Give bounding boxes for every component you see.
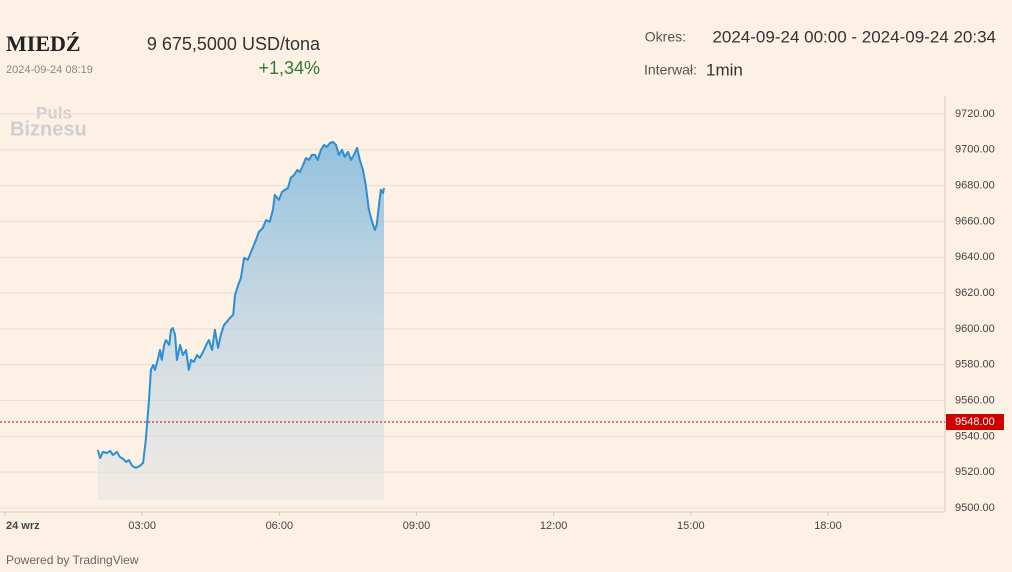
price-tag-label: 9548.00 bbox=[955, 416, 995, 428]
x-tick-label: 12:00 bbox=[540, 520, 568, 532]
x-tick-label: 24 wrz bbox=[6, 520, 40, 532]
y-tick-label: 9700.00 bbox=[955, 144, 995, 156]
y-tick-label: 9640.00 bbox=[955, 251, 995, 263]
y-tick-label: 9500.00 bbox=[955, 502, 995, 514]
y-tick-label: 9680.00 bbox=[955, 179, 995, 191]
area bbox=[97, 141, 385, 500]
line bbox=[96, 140, 385, 469]
x-tick-label: 18:00 bbox=[814, 520, 842, 532]
interval: 1min bbox=[706, 60, 743, 79]
x-tick-label: 03:00 bbox=[128, 520, 156, 532]
x-tick-label: 15:00 bbox=[677, 520, 705, 532]
y-tick-label: 9660.00 bbox=[955, 215, 995, 227]
instrument-name: MIEDŹ bbox=[6, 31, 81, 56]
logo-top: Puls bbox=[36, 103, 72, 122]
period-label: Okres: bbox=[645, 29, 686, 45]
price-tag bbox=[946, 414, 1004, 431]
interval-label: Interwał: bbox=[644, 62, 697, 78]
price: 9 675,5000 USD/tona bbox=[147, 34, 321, 54]
y-tick-label: 9580.00 bbox=[955, 359, 995, 371]
y-tick-label: 9600.00 bbox=[955, 323, 995, 335]
y-tick-label: 9620.00 bbox=[955, 287, 995, 299]
y-tick-label: 9540.00 bbox=[955, 430, 995, 442]
logo-bottom: Biznesu bbox=[10, 118, 87, 140]
y-tick-label: 9560.00 bbox=[955, 394, 995, 406]
powered-by: Powered by TradingView bbox=[6, 553, 139, 567]
x-tick-label: 06:00 bbox=[266, 520, 294, 532]
x-tick-label: 09:00 bbox=[403, 520, 431, 532]
y-tick-label: 9520.00 bbox=[955, 466, 995, 478]
period: 2024-09-24 00:00 - 2024-09-24 20:34 bbox=[712, 27, 996, 46]
change: +1,34% bbox=[258, 58, 320, 78]
y-tick-label: 9720.00 bbox=[955, 108, 995, 120]
timestamp: 2024-09-24 08:19 bbox=[6, 64, 93, 76]
